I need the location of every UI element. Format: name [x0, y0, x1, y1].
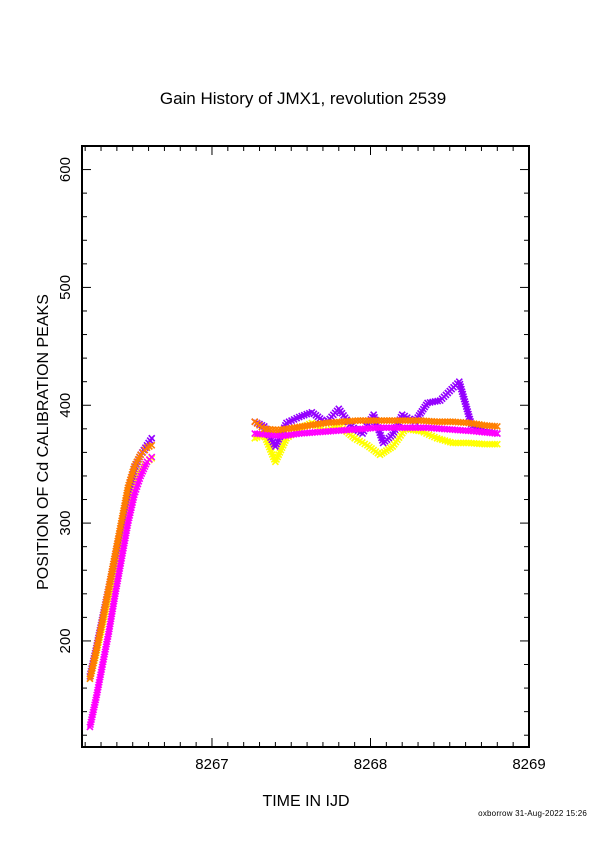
y-tick-label: 500 [57, 275, 74, 300]
data-marker [417, 424, 425, 432]
data-marker [414, 424, 422, 432]
data-point [148, 441, 156, 449]
data-marker [459, 439, 468, 447]
data-marker [391, 417, 399, 425]
footer-credit: oxborrow 31-Aug-2022 15:26 [478, 809, 587, 818]
data-marker [409, 424, 417, 432]
data-marker [399, 417, 407, 425]
data-marker [451, 439, 460, 447]
data-marker [393, 417, 402, 425]
data-point [370, 417, 378, 425]
data-point [148, 453, 156, 461]
data-marker [407, 417, 415, 425]
data-marker [401, 424, 409, 432]
data-marker [491, 422, 499, 430]
data-point [390, 424, 398, 432]
data-marker [382, 424, 390, 432]
data-marker [438, 418, 446, 426]
data-marker [385, 424, 393, 432]
data-marks [86, 378, 501, 731]
data-marker [457, 439, 465, 447]
y-tick-label: 200 [57, 628, 74, 653]
data-marker [395, 424, 404, 432]
data-marker [364, 417, 372, 425]
data-point [406, 424, 414, 432]
data-marker [411, 424, 419, 432]
data-marker [404, 417, 412, 425]
data-marker [444, 418, 452, 426]
plot-frame [81, 145, 530, 748]
series-4-marks [86, 417, 501, 683]
y-tick-label: 400 [57, 393, 74, 418]
data-point [401, 417, 409, 425]
y-tick-label: 300 [57, 511, 74, 536]
data-marker [380, 417, 388, 425]
data-marker [356, 417, 365, 425]
x-tick-label: 8267 [195, 756, 228, 773]
x-axis-label: TIME IN IJD [262, 793, 349, 810]
data-point [433, 418, 441, 426]
chart-title: Gain History of JMX1, revolution 2539 [160, 89, 446, 108]
y-axis-label: POSITION OF Cd CALIBRATION PEAKS [35, 294, 52, 590]
data-marker [412, 417, 420, 425]
data-point [493, 440, 501, 448]
data-marker [377, 424, 385, 432]
data-point [374, 424, 382, 432]
x-tick-label: 8269 [512, 756, 545, 773]
data-marker [454, 439, 462, 447]
data-marker [398, 424, 406, 432]
data-point [493, 429, 501, 438]
data-point [148, 434, 156, 442]
data-marker [367, 417, 375, 425]
data-marker [375, 417, 383, 425]
series-3-marks [86, 424, 501, 731]
data-point [385, 417, 394, 425]
data-marker [393, 424, 401, 432]
data-marker [491, 429, 499, 437]
data-point [449, 439, 457, 447]
data-marker [441, 418, 449, 426]
x-tick-label: 8268 [354, 756, 387, 773]
data-point [493, 422, 501, 431]
data-marker [388, 424, 396, 432]
data-marker [403, 424, 412, 432]
data-marker [409, 417, 417, 425]
y-tick-label: 600 [57, 157, 74, 182]
axis-ticks: 8267 8268 8269 200 300 400 500 600 [57, 146, 546, 773]
data-point [354, 417, 362, 425]
data-marker [388, 417, 396, 425]
data-marker [436, 418, 444, 426]
data-marker [383, 417, 391, 425]
data-marker [491, 440, 499, 448]
data-marker [359, 417, 367, 425]
data-marker [362, 417, 370, 425]
data-marker [372, 417, 380, 425]
data-marker [380, 424, 388, 432]
data-marker [378, 417, 386, 425]
data-marker [396, 417, 404, 425]
